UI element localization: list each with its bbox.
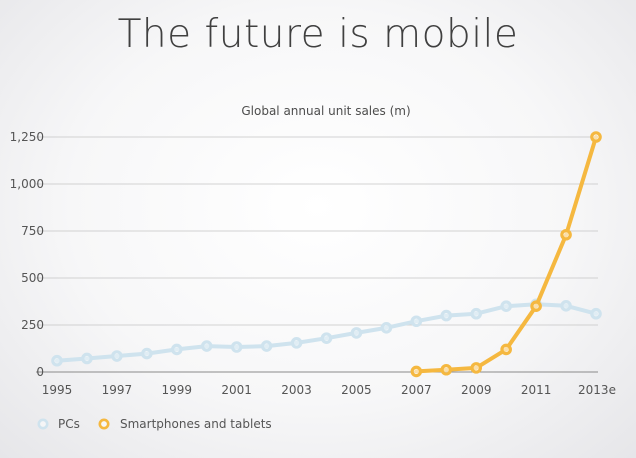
data-point	[590, 131, 602, 143]
slide-title: The future is mobile	[117, 12, 519, 57]
x-tick-label: 2001	[221, 383, 252, 397]
data-point	[560, 300, 572, 312]
legend-label: PCs	[58, 417, 80, 431]
data-point	[560, 228, 572, 241]
x-tick-label: 1999	[162, 383, 193, 397]
legend: PCs Smartphones and tablets	[37, 417, 272, 431]
legend-marker	[98, 418, 110, 430]
data-point	[470, 307, 483, 320]
data-point	[230, 341, 243, 353]
data-point	[410, 365, 423, 378]
x-tick-label: 2007	[401, 383, 432, 397]
data-point	[200, 340, 213, 352]
x-tick-label: 2005	[341, 383, 372, 397]
x-tick-label: 2011	[521, 383, 552, 397]
y-tick-label: 750	[21, 224, 44, 238]
legend-label: Smartphones and tablets	[120, 417, 272, 431]
data-point	[170, 343, 183, 356]
y-tick-label: 250	[21, 318, 44, 332]
series-layer	[51, 131, 602, 378]
series-smartphones-tablets	[410, 131, 602, 378]
data-point	[260, 340, 273, 352]
data-point	[500, 343, 512, 356]
series-line	[414, 135, 598, 374]
data-point	[590, 307, 602, 320]
data-point	[51, 354, 63, 367]
y-tick-label: 0	[36, 365, 44, 379]
x-tick-label: 2003	[281, 383, 312, 397]
y-tick-label: 1,000	[10, 177, 44, 191]
y-tick-label: 500	[21, 271, 44, 285]
data-point	[530, 300, 542, 312]
x-tick-label: 1995	[42, 383, 73, 397]
data-point	[320, 332, 333, 344]
legend-item: Smartphones and tablets	[98, 417, 272, 431]
data-point	[290, 337, 303, 349]
data-point	[470, 362, 483, 374]
data-point	[111, 350, 123, 362]
y-axis-ticks: 0 250 500 750 1,000 1,250	[10, 130, 44, 379]
grid-lines	[36, 136, 598, 373]
x-tick-label: 2013e	[578, 383, 616, 397]
series-line	[55, 302, 598, 363]
data-point	[500, 300, 512, 312]
x-tick-label: 2009	[461, 383, 492, 397]
data-point	[350, 327, 363, 339]
x-tick-label: 1997	[102, 383, 133, 397]
chart-title: Global annual unit sales (m)	[241, 104, 410, 118]
data-point	[380, 322, 393, 334]
data-point	[440, 363, 453, 376]
data-point	[410, 315, 423, 328]
legend-item: PCs	[37, 417, 80, 431]
data-point	[81, 352, 93, 365]
x-axis-ticks: 1995 1997 1999 2001 2003 2005 2007 2009 2011 2013…	[42, 383, 616, 397]
legend-marker	[37, 418, 49, 430]
y-tick-label: 1,250	[10, 130, 44, 144]
data-point	[440, 309, 453, 322]
data-point	[141, 347, 153, 360]
